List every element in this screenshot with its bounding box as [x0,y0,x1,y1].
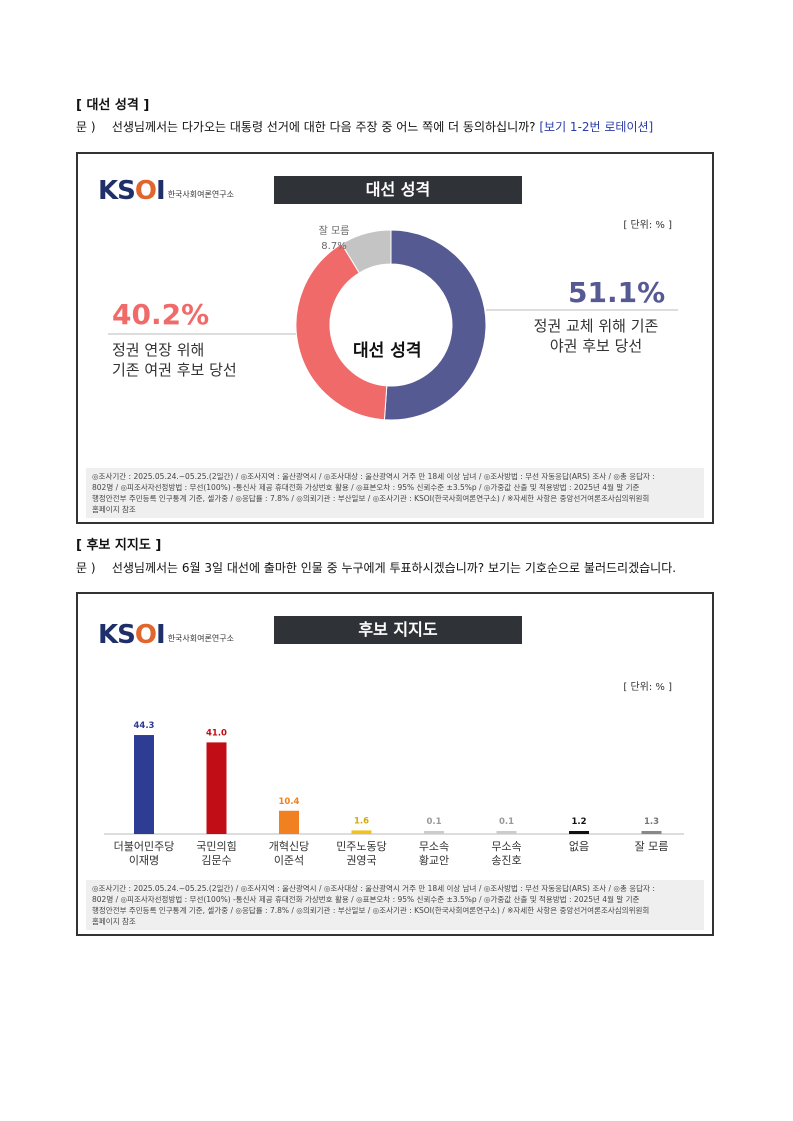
bar-7 [641,831,662,834]
x-tick-label-1-0: 국민의힘 [196,840,236,853]
x-tick-label-4-0: 무소속 [419,840,449,853]
question-prefix: 문 ) [76,561,96,575]
donut-slice-dk [340,229,392,274]
bar-value-label-1: 41.0 [206,728,227,738]
x-tick-label-5-0: 무소속 [491,840,521,853]
ksoi-logo: KSOI 한국사회여론연구소 [98,620,234,650]
extend-pct: 40.2% [112,298,210,331]
dk-label: 잘 모름 8.7% [314,222,354,252]
chart-title: 대선 성격 [274,176,522,204]
question-text: 선생님께서는 6월 3일 대선에 출마한 인물 중 누구에게 투표하시겠습니까?… [111,561,677,575]
bar-value-label-0: 44.3 [134,721,155,731]
chart-panel-candidate-support: KSOI 한국사회여론연구소 후보 지지도 [ 단위: % ] 44.3 더불어민… [76,592,714,936]
section-title-candidate-support: [ 후보 지지도 ] [76,538,162,553]
x-tick-label-2-1: 이준석 [274,854,304,867]
donut-center-label: 대선 성격 [353,341,422,361]
donut-slice-extend [295,243,388,421]
bar-value-label-2: 10.4 [279,797,300,807]
section-title-election-nature: [ 대선 성격 ] [76,98,150,113]
change-pct: 51.1% [568,276,666,309]
unit-label: [ 단위: % ] [623,682,672,693]
chart-title: 후보 지지도 [274,616,522,644]
dk-pct: 8.7% [321,241,347,252]
bar-value-label-5: 0.1 [499,817,514,827]
bar-value-label-6: 1.2 [571,817,586,827]
x-tick-label-2-0: 개혁신당 [269,840,309,853]
bar-5 [496,831,517,834]
x-tick-label-7-0: 잘 모름 [635,840,669,853]
x-tick-label-3-1: 권영국 [346,854,376,867]
x-tick-label-0-1: 이재명 [129,854,159,867]
chart-panel-election-nature: KSOI 한국사회여론연구소 대선 성격 [ 단위: % ] 잘 모름 8.7%… [76,152,714,524]
donut-slice-change [383,229,487,421]
unit-label: [ 단위: % ] [623,220,672,231]
x-tick-label-3-0: 민주노동당 [336,840,387,853]
bar-value-label-4: 0.1 [426,817,441,827]
bar-0 [134,735,154,834]
bar-value-label-7: 1.3 [644,817,659,827]
survey-footnote: ◎조사기간 : 2025.05.24.~05.25.(2일간) / ◎조사지역 … [86,468,704,518]
bar-3 [351,830,372,834]
bar-1 [206,742,227,834]
x-tick-label-6-0: 없음 [569,840,589,853]
ksoi-logo: KSOI 한국사회여론연구소 [98,176,234,206]
question-prefix: 문 ) [76,120,96,134]
question-note: [보기 1-2번 로테이션] [539,120,654,134]
x-tick-label-4-1: 황교안 [419,854,449,867]
donut-chart [108,229,678,421]
x-tick-label-5-1: 송진호 [491,854,521,867]
survey-footnote: ◎조사기간 : 2025.05.24.~05.25.(2일간) / ◎조사지역 … [86,880,704,930]
question-election-nature: 문 ) 선생님께서는 다가오는 대통령 선거에 대한 다음 주장 중 어느 쪽에… [76,118,653,135]
bar-2 [279,810,299,834]
bar-value-label-3: 1.6 [354,816,369,826]
dk-name: 잘 모름 [318,226,350,237]
x-tick-label-1-1: 김문수 [201,854,231,867]
question-candidate-support: 문 ) 선생님께서는 6월 3일 대선에 출마한 인물 중 누구에게 투표하시겠… [76,559,676,576]
bar-6 [569,831,589,834]
x-tick-label-0-0: 더불어민주당 [114,840,175,853]
bar-4 [424,831,444,834]
extend-label: 정권 연장 위해 기존 여권 후보 당선 [112,341,237,379]
question-text: 선생님께서는 다가오는 대통령 선거에 대한 다음 주장 중 어느 쪽에 더 동… [111,120,536,134]
change-label: 정권 교체 위해 기존 야권 후보 당선 [533,317,659,355]
